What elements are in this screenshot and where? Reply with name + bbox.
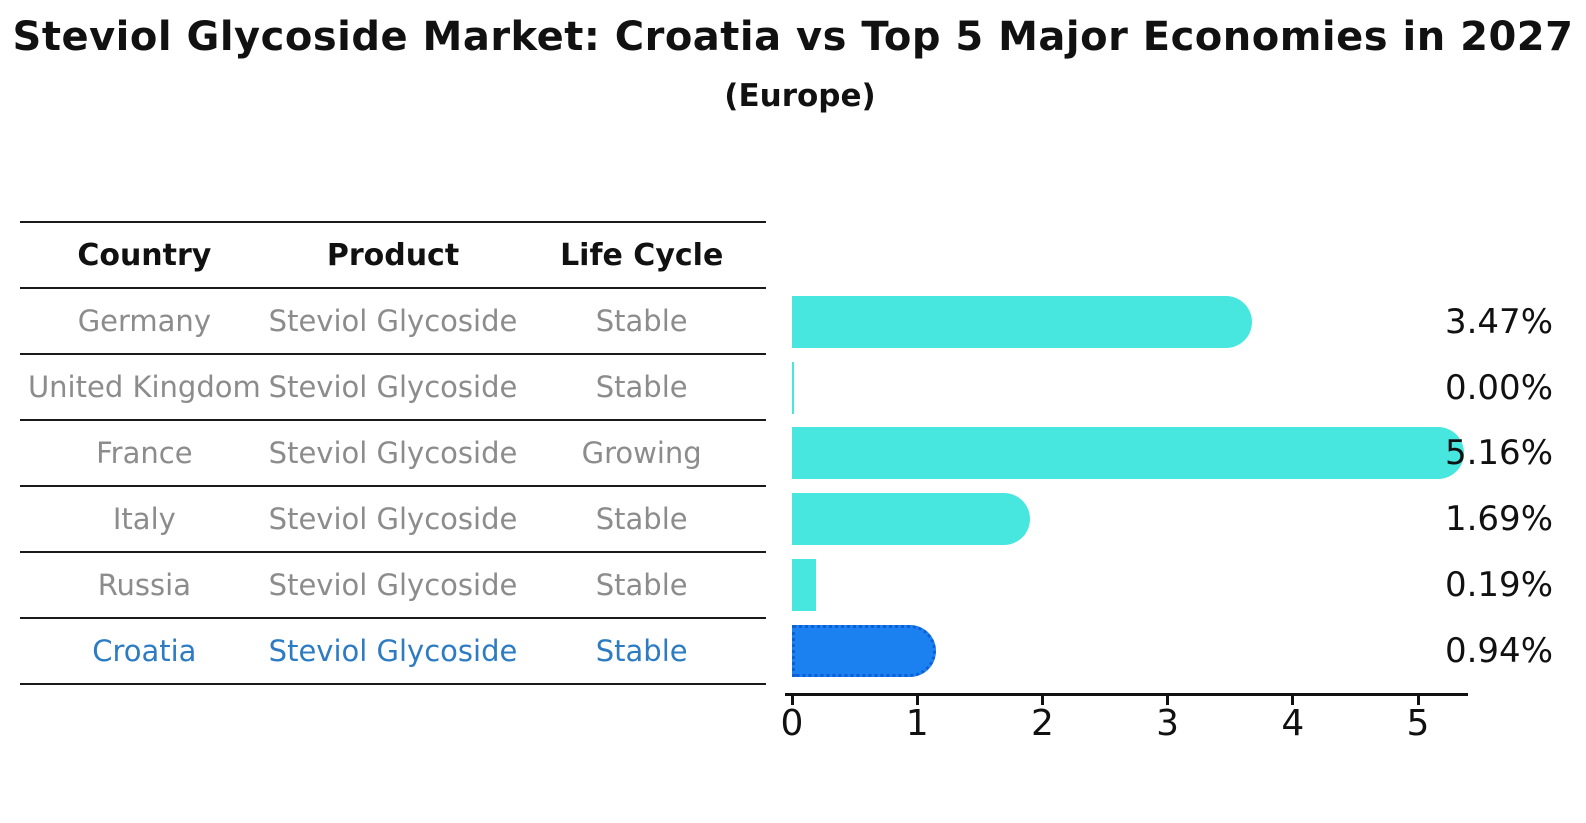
x-axis-tick	[790, 696, 794, 705]
cell-life-cycle: Growing	[581, 436, 702, 470]
value-label-united-kingdom: 0.00%	[1444, 367, 1553, 408]
bar-france	[792, 427, 1465, 480]
cell-life-cycle: Stable	[595, 634, 688, 668]
cell-country: Croatia	[92, 634, 197, 668]
bar-croatia-highlighted	[792, 624, 936, 677]
x-axis-tick-label: 0	[780, 703, 804, 744]
country-info-table: Country Product Life Cycle Germany Stevi…	[20, 221, 766, 685]
x-axis-line	[785, 693, 1468, 696]
table-row-united-kingdom: United Kingdom Steviol Glycoside Stable	[20, 355, 766, 421]
x-axis-tick-label: 4	[1281, 703, 1305, 744]
bar-italy	[792, 493, 1030, 546]
cell-life-cycle: Stable	[595, 304, 688, 338]
column-header-country: Country	[77, 237, 212, 273]
cell-product: Steviol Glycoside	[268, 436, 518, 470]
value-label-italy: 1.69%	[1444, 499, 1553, 540]
cell-product: Steviol Glycoside	[268, 370, 518, 404]
chart-subtitle: (Europe)	[724, 78, 876, 114]
value-label-france: 5.16%	[1444, 433, 1553, 474]
bar-united-kingdom	[792, 361, 794, 414]
column-header-life-cycle: Life Cycle	[560, 237, 724, 273]
table-row-croatia: Croatia Steviol Glycoside Stable	[20, 619, 766, 685]
bar-germany	[792, 296, 1253, 348]
x-axis-tick-label: 1	[905, 703, 929, 744]
table-header-row: Country Product Life Cycle	[20, 223, 766, 289]
x-axis-tick-label: 2	[1030, 703, 1054, 744]
cell-life-cycle: Stable	[595, 370, 688, 404]
cell-country: Italy	[112, 502, 176, 536]
cell-product: Steviol Glycoside	[268, 304, 518, 338]
cell-product: Steviol Glycoside	[268, 634, 518, 668]
cell-country: Russia	[97, 568, 191, 602]
table-row-italy: Italy Steviol Glycoside Stable	[20, 487, 766, 553]
cell-country: United Kingdom	[27, 370, 261, 404]
cell-life-cycle: Stable	[595, 502, 688, 536]
chart-title: Steviol Glycoside Market: Croatia vs Top…	[12, 14, 1574, 60]
cell-product: Steviol Glycoside	[268, 568, 518, 602]
column-header-product: Product	[326, 237, 460, 273]
table-row-russia: Russia Steviol Glycoside Stable	[20, 553, 766, 619]
x-axis-tick-label: 5	[1406, 703, 1430, 744]
cell-life-cycle: Stable	[595, 568, 688, 602]
cell-country: Germany	[77, 304, 211, 338]
x-axis-tick	[915, 696, 919, 705]
cell-product: Steviol Glycoside	[268, 502, 518, 536]
value-label-germany: 3.47%	[1444, 302, 1553, 342]
table-row-france: France Steviol Glycoside Growing	[20, 421, 766, 487]
bar-russia	[792, 558, 816, 611]
value-label-russia: 0.19%	[1444, 564, 1553, 605]
value-label-croatia: 0.94%	[1444, 630, 1553, 671]
x-axis-tick	[1166, 696, 1170, 705]
x-axis-tick	[1416, 696, 1420, 705]
x-axis-tick-label: 3	[1156, 703, 1180, 744]
x-axis-tick	[1040, 696, 1044, 705]
table-row-germany: Germany Steviol Glycoside Stable	[20, 289, 766, 355]
cell-country: France	[96, 436, 193, 470]
x-axis-tick	[1291, 696, 1295, 705]
